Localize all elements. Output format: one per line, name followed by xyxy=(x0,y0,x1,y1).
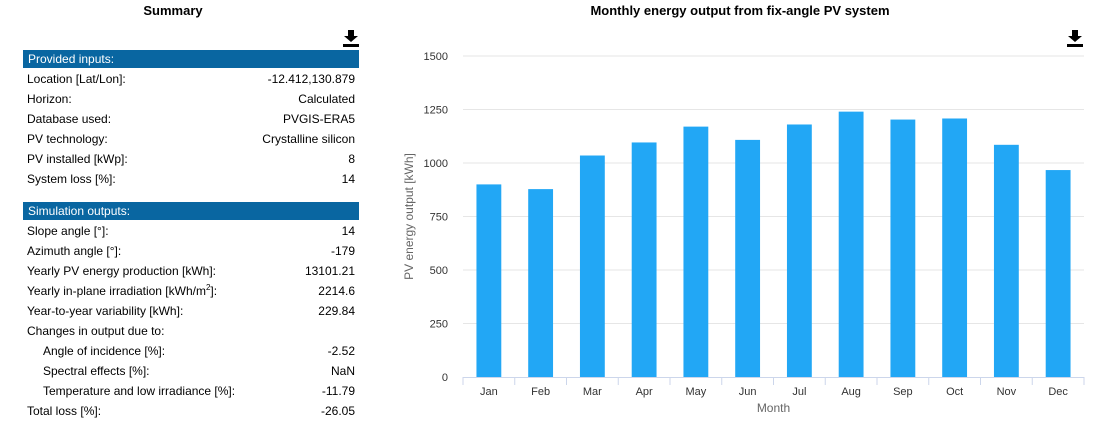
x-tick-label: Nov xyxy=(997,386,1017,398)
row-label: Azimuth angle [°]: xyxy=(27,244,122,258)
row-label: Yearly PV energy production [kWh]: xyxy=(27,264,216,278)
output-row-aoi: Angle of incidence [%]: -2.52 xyxy=(23,341,359,361)
row-label: Horizon: xyxy=(27,92,72,106)
row-label: Year-to-year variability [kWh]: xyxy=(27,304,184,318)
row-label: Slope angle [°]: xyxy=(27,224,109,238)
y-tick-label: 500 xyxy=(430,265,448,277)
y-tick-label: 1000 xyxy=(424,158,448,170)
x-tick-label: Oct xyxy=(946,386,963,398)
row-value: -26.05 xyxy=(320,404,355,418)
download-icon[interactable] xyxy=(1066,29,1084,47)
row-value: -12.412,130.879 xyxy=(267,72,355,86)
row-value: Crystalline silicon xyxy=(262,132,355,146)
x-tick-label: Sep xyxy=(893,386,913,398)
y-tick-label: 750 xyxy=(430,212,448,224)
bar xyxy=(528,189,554,377)
x-tick-label: Aug xyxy=(841,386,861,398)
row-value: -179 xyxy=(330,244,355,258)
row-value: 14 xyxy=(341,224,355,238)
download-icon[interactable] xyxy=(342,29,360,47)
input-row-database: Database used: PVGIS-ERA5 xyxy=(23,109,359,129)
bar xyxy=(993,144,1019,377)
bar xyxy=(786,124,812,377)
row-value: 8 xyxy=(348,152,355,166)
row-value: NaN xyxy=(330,364,355,378)
row-label: Temperature and low irradiance [%]: xyxy=(43,384,236,398)
output-row-irradiation: Yearly in-plane irradiation [kWh/m2]: 221… xyxy=(23,281,359,301)
x-tick-label: Jun xyxy=(739,386,757,398)
output-row-changes: Changes in output due to: xyxy=(23,321,359,341)
bar xyxy=(838,111,864,377)
output-row-temperature: Temperature and low irradiance [%]: -11.7… xyxy=(23,381,359,401)
input-row-horizon: Horizon: Calculated xyxy=(23,89,359,109)
inputs-header: Provided inputs: xyxy=(23,50,359,68)
x-tick-label: May xyxy=(685,386,706,398)
row-label: PV installed [kWp]: xyxy=(27,152,128,166)
output-row-azimuth: Azimuth angle [°]: -179 xyxy=(23,241,359,261)
row-label: Angle of incidence [%]: xyxy=(43,344,166,358)
bar xyxy=(631,142,657,377)
output-row-variability: Year-to-year variability [kWh]: 229.84 xyxy=(23,301,359,321)
bar xyxy=(1045,170,1071,377)
bar xyxy=(890,119,916,378)
output-row-yearly-pv: Yearly PV energy production [kWh]: 13101.… xyxy=(23,261,359,281)
row-label: Database used: xyxy=(27,112,112,126)
row-value: 229.84 xyxy=(318,304,355,318)
output-row-spectral: Spectral effects [%]: NaN xyxy=(23,361,359,381)
x-tick-label: Feb xyxy=(531,386,550,398)
y-tick-label: 250 xyxy=(430,319,448,331)
x-tick-label: Jul xyxy=(792,386,806,398)
bar xyxy=(735,139,761,377)
chart-title: Monthly energy output from fix-angle PV … xyxy=(590,3,890,18)
x-tick-label: Apr xyxy=(636,386,653,398)
summary-panel: Provided inputs: Location [Lat/Lon]: -12.… xyxy=(23,50,359,421)
y-tick-label: 1250 xyxy=(424,105,448,117)
input-row-installed: PV installed [kWp]: 8 xyxy=(23,149,359,169)
row-value: -2.52 xyxy=(327,344,355,358)
row-label: System loss [%]: xyxy=(27,172,116,186)
row-value: -11.79 xyxy=(321,384,355,398)
x-axis-title: Month xyxy=(757,401,790,415)
row-value: 2214.6 xyxy=(318,284,355,298)
row-value: Calculated xyxy=(298,92,355,106)
monthly-energy-chart: 0 250 500 750 1000 1250 1500 Jan Feb Mar Apr May Jun… xyxy=(402,51,1085,415)
row-label: Yearly in-plane irradiation [kWh/m2]: xyxy=(27,283,218,299)
row-value: PVGIS-ERA5 xyxy=(282,112,355,126)
summary-title: Summary xyxy=(143,3,203,18)
row-value: 13101.21 xyxy=(304,264,355,278)
input-row-location: Location [Lat/Lon]: -12.412,130.879 xyxy=(23,69,359,89)
y-tick-label: 0 xyxy=(442,372,448,384)
input-row-system-loss: System loss [%]: 14 xyxy=(23,169,359,189)
input-row-technology: PV technology: Crystalline silicon xyxy=(23,129,359,149)
x-tick-label: Dec xyxy=(1048,386,1068,398)
row-value: 14 xyxy=(341,172,355,186)
output-row-slope: Slope angle [°]: 14 xyxy=(23,221,359,241)
row-label: Changes in output due to: xyxy=(27,324,165,338)
bar xyxy=(683,126,709,378)
x-tick-label: Mar xyxy=(583,386,602,398)
x-tick-label: Jan xyxy=(480,386,498,398)
bar xyxy=(942,118,968,377)
output-row-total-loss: Total loss [%]: -26.05 xyxy=(23,401,359,421)
row-label: Location [Lat/Lon]: xyxy=(27,72,126,86)
bar xyxy=(579,155,605,377)
row-label: Spectral effects [%]: xyxy=(43,364,150,378)
row-label: PV technology: xyxy=(27,132,108,146)
y-axis-title: PV energy output [kWh] xyxy=(402,153,416,280)
bar xyxy=(476,184,502,377)
row-label: Total loss [%]: xyxy=(27,404,102,418)
outputs-header: Simulation outputs: xyxy=(23,202,359,220)
y-tick-label: 1500 xyxy=(424,51,448,63)
